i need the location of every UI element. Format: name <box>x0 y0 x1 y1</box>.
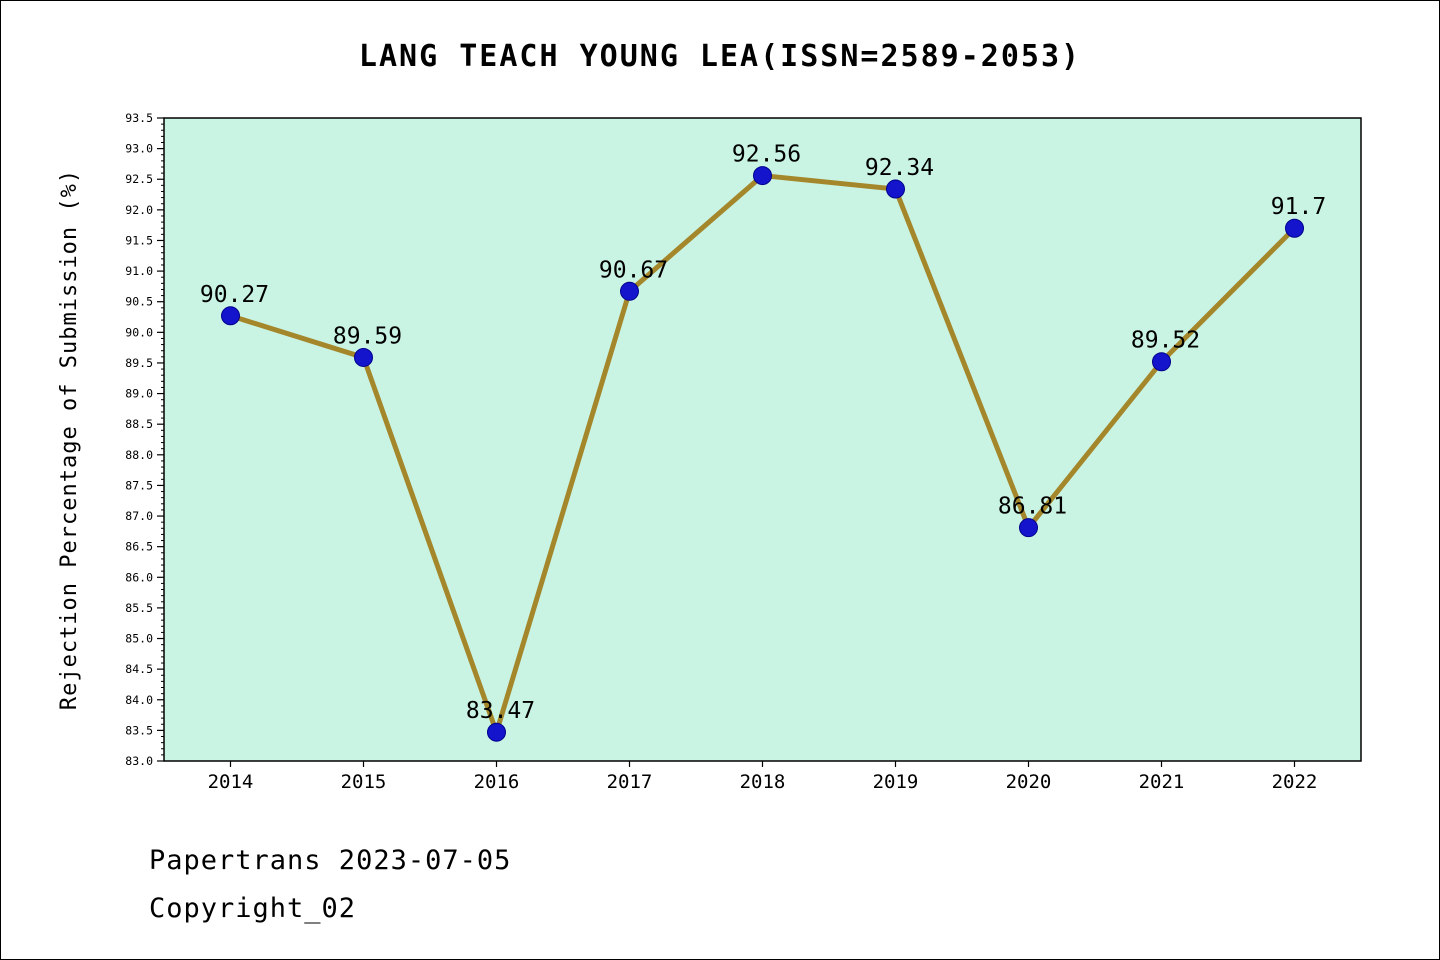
y-tick-label: 91.0 <box>125 264 153 278</box>
y-tick-label: 87.5 <box>125 478 153 492</box>
y-tick-label: 88.5 <box>125 417 153 431</box>
y-tick-label: 88.0 <box>125 448 153 462</box>
data-point <box>1152 352 1171 372</box>
y-tick-label: 87.0 <box>125 509 153 523</box>
data-point-label: 92.34 <box>865 155 934 181</box>
y-tick-label: 85.5 <box>125 601 153 615</box>
y-tick-label: 90.5 <box>125 295 153 309</box>
data-point-label: 83.47 <box>466 698 535 724</box>
x-tick-label: 2016 <box>474 771 520 793</box>
data-point <box>1019 518 1038 538</box>
x-tick-label: 2019 <box>873 771 919 793</box>
x-tick-label: 2014 <box>208 771 254 793</box>
y-tick-label: 93.0 <box>125 142 153 156</box>
y-tick-label: 91.5 <box>125 233 153 247</box>
data-point <box>620 281 639 301</box>
y-tick-label: 86.5 <box>125 540 153 554</box>
data-point <box>354 347 373 367</box>
footer-copyright: Copyright_02 <box>149 893 357 924</box>
footer-source-date: Papertrans 2023-07-05 <box>149 845 512 876</box>
data-point-label: 89.59 <box>333 323 402 349</box>
data-point-label: 92.56 <box>732 142 801 168</box>
y-tick-label: 84.0 <box>125 693 153 707</box>
plot-area <box>163 117 1362 762</box>
data-point-label: 91.7 <box>1271 194 1326 220</box>
y-tick-label: 90.0 <box>125 325 153 339</box>
x-tick-label: 2020 <box>1006 771 1052 793</box>
data-point <box>753 166 772 186</box>
y-tick-label: 92.0 <box>125 203 153 217</box>
chart-footer: Papertrans 2023-07-05 Copyright_02 <box>149 837 511 933</box>
data-point-label: 90.27 <box>200 282 269 308</box>
y-tick-label: 92.5 <box>125 172 153 186</box>
x-tick-label: 2018 <box>740 771 786 793</box>
line-chart: 83.0 83.5 84.0 84.5 85.0 85.5 86.0 86.5 87.0 87.5… <box>1 1 1439 811</box>
y-tick-label: 83.5 <box>125 723 153 737</box>
data-point-label: 89.52 <box>1131 328 1200 354</box>
data-point-label: 86.81 <box>998 494 1067 520</box>
x-tick-label: 2021 <box>1139 771 1185 793</box>
y-tick-label: 85.0 <box>125 632 153 646</box>
data-point <box>221 306 240 326</box>
x-tick-label: 2017 <box>607 771 653 793</box>
x-tick-label: 2015 <box>341 771 387 793</box>
x-tick-label: 2022 <box>1272 771 1318 793</box>
y-tick-label: 84.5 <box>125 662 153 676</box>
data-point-label: 90.67 <box>599 257 668 283</box>
y-tick-label: 83.0 <box>125 754 153 768</box>
chart-canvas: 83.0 83.5 84.0 84.5 85.0 85.5 86.0 86.5 87.0 87.5… <box>57 111 1362 793</box>
y-tick-label: 93.5 <box>125 111 153 125</box>
chart-title: LANG TEACH YOUNG LEA(ISSN=2589-2053) <box>358 39 1082 74</box>
y-tick-label: 89.0 <box>125 387 153 401</box>
data-point <box>487 722 506 742</box>
data-point <box>1285 218 1304 238</box>
y-axis-label: Rejection Percentage of Submission (%) <box>57 169 82 710</box>
y-tick-label: 89.5 <box>125 356 153 370</box>
data-point <box>886 179 905 199</box>
y-tick-label: 86.0 <box>125 570 153 584</box>
